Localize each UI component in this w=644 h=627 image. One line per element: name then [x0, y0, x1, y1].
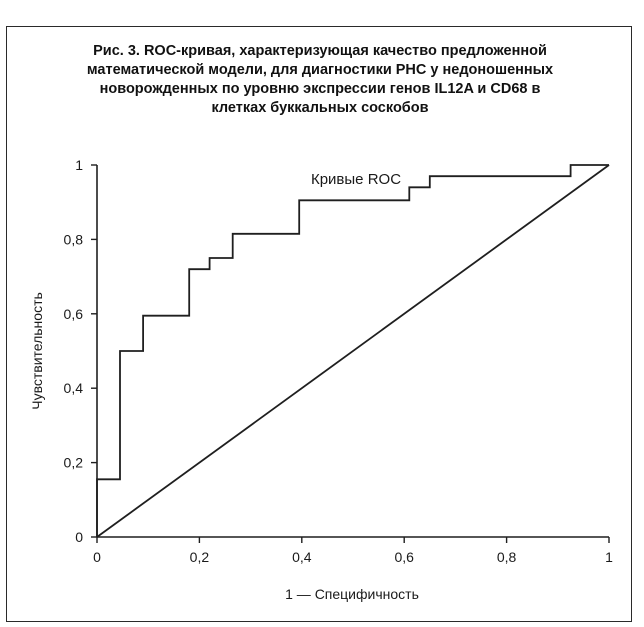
roc-curve-line: [96, 164, 609, 537]
y-tick-label: 0,4: [64, 380, 84, 396]
chart-title: Кривые ROC: [311, 171, 401, 188]
y-tick-label: 1: [75, 157, 83, 173]
y-tick-label: 0: [75, 529, 83, 545]
y-tick-label: 0,6: [64, 306, 84, 322]
tick-labels: 0 0,2 0,4 0,6 0,8 1 0 0,2 0,4 0,6 0,8 1: [64, 157, 614, 565]
figure-caption: Рис. 3. ROC-кривая, характеризующая каче…: [10, 42, 630, 118]
reference-diagonal-line: [96, 164, 610, 538]
x-tick-label: 0,6: [394, 549, 414, 565]
caption-line: Рис. 3. ROC-кривая, характеризующая каче…: [93, 43, 547, 59]
y-axis-label: Чувствительность: [29, 292, 45, 410]
axes: [91, 164, 610, 543]
x-tick-label: 0,8: [497, 549, 517, 565]
x-tick-label: 0,4: [292, 549, 312, 565]
caption-line: клетках буккальных соскобов: [211, 100, 429, 116]
x-tick-label: 0: [93, 549, 101, 565]
x-tick-label: 0,2: [190, 549, 210, 565]
x-tick-label: 1: [605, 549, 613, 565]
y-tick-label: 0,8: [64, 231, 84, 247]
caption-line: математической модели, для диагностики Р…: [86, 62, 554, 78]
series-layer: [96, 164, 610, 538]
x-axis-label: 1 — Специфичность: [285, 586, 419, 602]
caption-line: новорожденных по уровню экспрессии генов…: [99, 81, 541, 97]
figure-frame: [6, 26, 632, 622]
y-tick-label: 0,2: [64, 455, 84, 471]
